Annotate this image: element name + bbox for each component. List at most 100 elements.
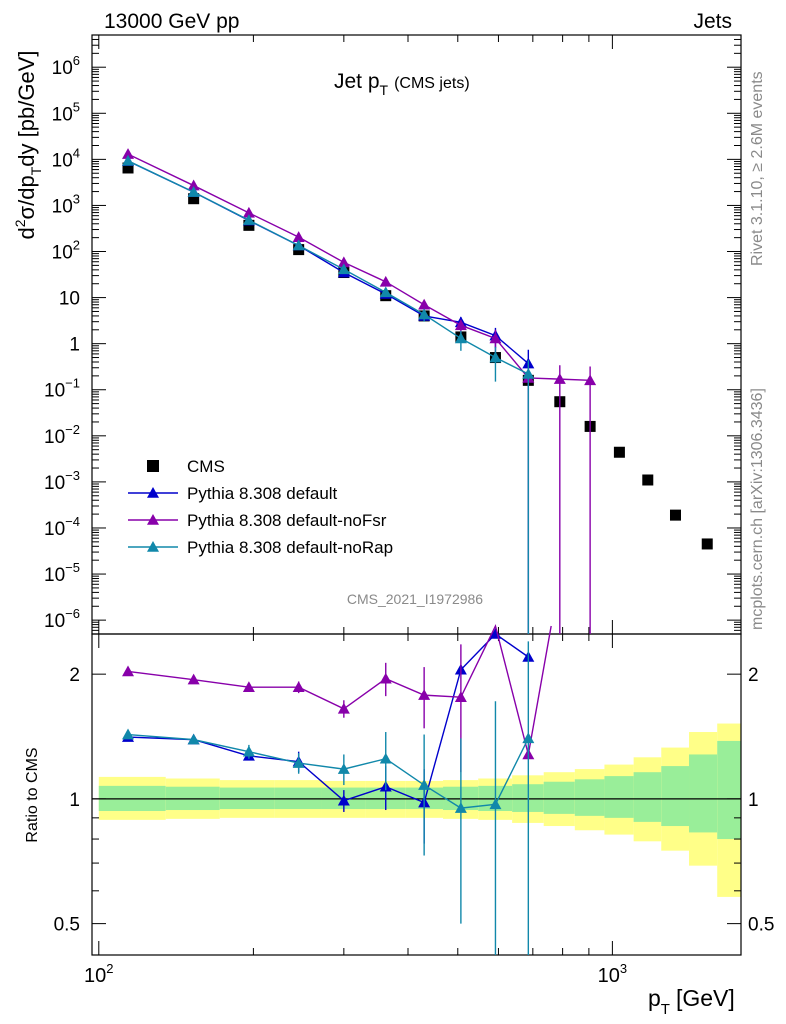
ratio-y-tick-label-right: 1 (748, 790, 759, 811)
data-series (122, 148, 713, 955)
plot-title: Jet pT (CMS jets) (334, 70, 470, 98)
series-marker (489, 332, 502, 344)
series-marker (292, 239, 305, 251)
main-y-tick-label: 1 (69, 335, 80, 356)
main-y-tick-label: 105 (52, 99, 80, 125)
series-marker (454, 319, 467, 331)
ratio-marker (522, 732, 535, 744)
main-y-tick-label: 10−4 (44, 514, 80, 540)
inner-band-bin (661, 766, 690, 827)
main-y-tick-label: 104 (52, 145, 80, 171)
ratio-marker (337, 763, 350, 774)
ratio-marker (489, 798, 502, 810)
ratio-marker (418, 689, 431, 700)
ratio-marker (292, 681, 305, 693)
ratio-panel-frame (91, 633, 742, 956)
inner-band-bin (689, 754, 718, 833)
main-y-tick-label: 10 (59, 289, 80, 310)
rivet-label: Rivet 3.1.10, ≥ 2.6M events (749, 71, 766, 266)
series-marker (337, 256, 350, 268)
ratio-marker (187, 733, 200, 745)
ratio-marker (292, 757, 305, 768)
cms-data-point (613, 446, 625, 458)
legend-label: Pythia 8.308 default-noRap (187, 538, 393, 557)
inner-band-bin (604, 776, 634, 818)
ratio-marker (454, 691, 467, 702)
series-marker (454, 332, 467, 344)
series-marker (122, 154, 135, 166)
x-tick-label: 103 (598, 961, 627, 987)
series-marker (379, 275, 392, 287)
ratio-marker (337, 794, 350, 806)
series-marker (292, 231, 305, 242)
cms-data-point (669, 509, 681, 521)
cms-data-point (188, 193, 200, 205)
series-marker (187, 186, 200, 197)
ratio-line (127, 733, 529, 809)
ratio-line (127, 633, 529, 804)
inner-band-bin (717, 740, 741, 840)
ratio-marker (242, 745, 255, 757)
legend-marker (147, 487, 159, 498)
main-y-tick-label: 10−5 (44, 560, 80, 586)
ratio-y-tick-label-right: 0.5 (748, 915, 774, 936)
main-y-tick-label: 106 (52, 53, 80, 79)
axes: 102 10310610510410310210110−110−210−310−4… (44, 34, 774, 987)
cms-data-point (122, 162, 134, 174)
legend-label: Pythia 8.308 default (187, 484, 338, 503)
ratio-marker (122, 665, 135, 677)
series-line (127, 160, 529, 375)
legend-label: CMS (187, 457, 225, 476)
legend-marker (147, 514, 159, 525)
ratio-y-tick-label-right: 2 (748, 665, 759, 686)
mcplots-label: mcplots.cern.ch [arXiv:1306.3436] (749, 388, 766, 630)
series-marker (122, 148, 135, 159)
ratio-marker (187, 673, 200, 685)
ratio-y-tick-label-left: 1 (69, 790, 80, 811)
series-marker (242, 214, 255, 225)
ratio-marker (122, 728, 135, 740)
x-tick-label: 102 (84, 961, 113, 987)
series-marker (242, 206, 255, 218)
header-left: 13000 GeV pp (104, 10, 239, 33)
series-marker (553, 373, 566, 384)
ratio-y-tick-label-left: 2 (69, 665, 80, 686)
cms-data-point (642, 474, 654, 486)
ratio-marker (454, 802, 467, 813)
ratio-y-tick-label-left: 0.5 (54, 915, 80, 936)
main-y-tick-label: 10−2 (44, 422, 80, 448)
x-axis-label: pT [GeV] (648, 985, 735, 1018)
series-marker (418, 298, 431, 310)
legend-marker-cms (147, 460, 159, 472)
series-marker (489, 351, 502, 363)
ratio-marker (379, 672, 392, 684)
ratio-y-axis-label: Ratio to CMS (24, 747, 41, 842)
main-y-axis-label: d2σ/dpTdy [pb/GeV] (12, 51, 44, 240)
ratio-uncertainty-bands (92, 723, 741, 897)
series-marker (418, 308, 431, 320)
series-marker (522, 367, 535, 379)
ratio-marker (379, 752, 392, 764)
series-marker (379, 286, 392, 298)
header-right: Jets (693, 10, 732, 33)
main-series-3 (122, 154, 535, 634)
main-y-tick-label: 10−1 (44, 376, 80, 402)
inner-band-bin (633, 772, 662, 822)
series-marker (337, 263, 350, 275)
main-y-tick-label: 10−6 (44, 606, 80, 632)
analysis-watermark: CMS_2021_I1972986 (347, 591, 483, 607)
series-marker (187, 179, 200, 191)
legend: CMS Pythia 8.308 default Pythia 8.308 defa… (128, 457, 393, 557)
main-y-tick-label: 102 (52, 238, 80, 264)
legend-label: Pythia 8.308 default-noFsr (187, 511, 387, 530)
ratio-marker (337, 702, 350, 714)
ratio-series-2 (122, 641, 535, 955)
inner-band-bin (574, 779, 605, 816)
cms-data-point (701, 538, 713, 550)
series-marker (584, 374, 597, 386)
ratio-marker (242, 681, 255, 693)
legend-marker (147, 541, 159, 552)
main-y-tick-label: 10−3 (44, 468, 80, 494)
